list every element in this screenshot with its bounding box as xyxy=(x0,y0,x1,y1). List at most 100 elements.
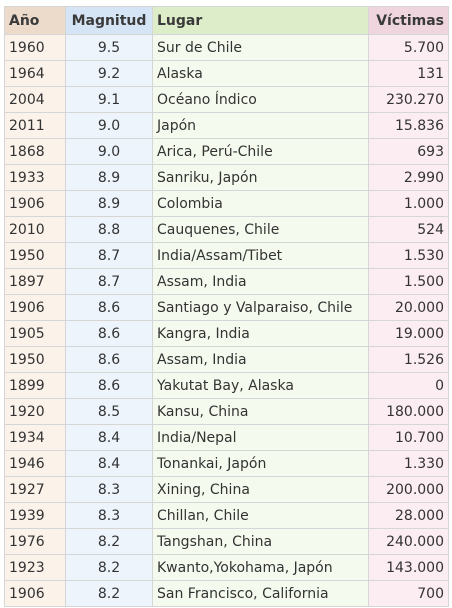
cell-year: 2010 xyxy=(4,216,66,243)
cell-magnitude: 8.4 xyxy=(65,424,153,451)
cell-place: Colombia xyxy=(152,190,369,217)
cell-place: Tangshan, China xyxy=(152,528,369,555)
cell-victims: 19.000 xyxy=(368,320,449,347)
cell-victims: 143.000 xyxy=(368,554,449,581)
cell-place: Santiago y Valparaiso, Chile xyxy=(152,294,369,321)
cell-year: 1939 xyxy=(4,502,66,529)
column-header-magnitude[interactable]: Magnitud xyxy=(65,6,153,35)
table-row: 2011 9.0 Japón 15.836 xyxy=(4,112,449,139)
cell-place: Japón xyxy=(152,112,369,139)
table-row: 1927 8.3 Xining, China 200.000 xyxy=(4,476,449,503)
cell-magnitude: 9.5 xyxy=(65,34,153,61)
cell-year: 1964 xyxy=(4,60,66,87)
table-row: 1923 8.2 Kwanto,Yokohama, Japón 143.000 xyxy=(4,554,449,581)
cell-magnitude: 8.2 xyxy=(65,580,153,607)
cell-victims: 1.330 xyxy=(368,450,449,477)
earthquake-table-container: Año Magnitud Lugar Víctimas 1960 9.5 Sur d… xyxy=(4,6,449,607)
cell-place: Chillan, Chile xyxy=(152,502,369,529)
table-row: 2004 9.1 Océano Índico 230.270 xyxy=(4,86,449,113)
cell-year: 1960 xyxy=(4,34,66,61)
table-row: 1868 9.0 Arica, Perú-Chile 693 xyxy=(4,138,449,165)
cell-year: 1897 xyxy=(4,268,66,295)
cell-place: Kangra, India xyxy=(152,320,369,347)
cell-year: 1976 xyxy=(4,528,66,555)
cell-place: Arica, Perú-Chile xyxy=(152,138,369,165)
cell-victims: 5.700 xyxy=(368,34,449,61)
cell-year: 1923 xyxy=(4,554,66,581)
cell-year: 1905 xyxy=(4,320,66,347)
cell-magnitude: 8.8 xyxy=(65,216,153,243)
cell-year: 1906 xyxy=(4,580,66,607)
column-header-year[interactable]: Año xyxy=(4,6,66,35)
table-row: 1906 8.2 San Francisco, California 700 xyxy=(4,580,449,607)
cell-magnitude: 8.2 xyxy=(65,528,153,555)
cell-place: India/Assam/Tibet xyxy=(152,242,369,269)
table-row: 1950 8.6 Assam, India 1.526 xyxy=(4,346,449,373)
table-row: 1906 8.6 Santiago y Valparaiso, Chile 20.00… xyxy=(4,294,449,321)
cell-place: Alaska xyxy=(152,60,369,87)
header-row: Año Magnitud Lugar Víctimas xyxy=(4,6,449,35)
table-row: 1939 8.3 Chillan, Chile 28.000 xyxy=(4,502,449,529)
cell-magnitude: 8.4 xyxy=(65,450,153,477)
cell-place: Xining, China xyxy=(152,476,369,503)
cell-year: 1934 xyxy=(4,424,66,451)
cell-victims: 230.270 xyxy=(368,86,449,113)
cell-place: Assam, India xyxy=(152,268,369,295)
table-row: 1934 8.4 India/Nepal 10.700 xyxy=(4,424,449,451)
cell-place: India/Nepal xyxy=(152,424,369,451)
table-row: 2010 8.8 Cauquenes, Chile 524 xyxy=(4,216,449,243)
table-row: 1960 9.5 Sur de Chile 5.700 xyxy=(4,34,449,61)
cell-place: Assam, India xyxy=(152,346,369,373)
cell-place: Océano Índico xyxy=(152,86,369,113)
cell-victims: 1.530 xyxy=(368,242,449,269)
cell-magnitude: 8.6 xyxy=(65,320,153,347)
cell-victims: 20.000 xyxy=(368,294,449,321)
cell-victims: 700 xyxy=(368,580,449,607)
cell-magnitude: 8.6 xyxy=(65,372,153,399)
table-row: 1946 8.4 Tonankai, Japón 1.330 xyxy=(4,450,449,477)
cell-victims: 15.836 xyxy=(368,112,449,139)
cell-magnitude: 9.0 xyxy=(65,112,153,139)
cell-place: San Francisco, California xyxy=(152,580,369,607)
cell-magnitude: 8.9 xyxy=(65,164,153,191)
table-row: 1933 8.9 Sanriku, Japón 2.990 xyxy=(4,164,449,191)
cell-magnitude: 8.3 xyxy=(65,476,153,503)
cell-victims: 28.000 xyxy=(368,502,449,529)
cell-magnitude: 8.6 xyxy=(65,294,153,321)
cell-place: Yakutat Bay, Alaska xyxy=(152,372,369,399)
cell-victims: 524 xyxy=(368,216,449,243)
earthquake-table: Año Magnitud Lugar Víctimas 1960 9.5 Sur d… xyxy=(4,6,449,607)
cell-magnitude: 9.1 xyxy=(65,86,153,113)
cell-magnitude: 8.3 xyxy=(65,502,153,529)
table-body: 1960 9.5 Sur de Chile 5.700 1964 9.2 Alaska 131… xyxy=(4,34,449,607)
cell-year: 1946 xyxy=(4,450,66,477)
cell-year: 1906 xyxy=(4,190,66,217)
cell-magnitude: 8.2 xyxy=(65,554,153,581)
table-row: 1905 8.6 Kangra, India 19.000 xyxy=(4,320,449,347)
cell-place: Sur de Chile xyxy=(152,34,369,61)
table-row: 1964 9.2 Alaska 131 xyxy=(4,60,449,87)
cell-victims: 2.990 xyxy=(368,164,449,191)
cell-magnitude: 8.6 xyxy=(65,346,153,373)
column-header-place[interactable]: Lugar xyxy=(152,6,369,35)
cell-victims: 1.526 xyxy=(368,346,449,373)
cell-year: 1950 xyxy=(4,346,66,373)
table-row: 1899 8.6 Yakutat Bay, Alaska 0 xyxy=(4,372,449,399)
cell-victims: 693 xyxy=(368,138,449,165)
table-row: 1976 8.2 Tangshan, China 240.000 xyxy=(4,528,449,555)
cell-year: 1927 xyxy=(4,476,66,503)
cell-victims: 0 xyxy=(368,372,449,399)
cell-year: 1933 xyxy=(4,164,66,191)
cell-magnitude: 8.7 xyxy=(65,242,153,269)
cell-magnitude: 9.2 xyxy=(65,60,153,87)
cell-year: 1899 xyxy=(4,372,66,399)
cell-magnitude: 8.7 xyxy=(65,268,153,295)
cell-magnitude: 8.9 xyxy=(65,190,153,217)
column-header-victims[interactable]: Víctimas xyxy=(368,6,449,35)
cell-magnitude: 8.5 xyxy=(65,398,153,425)
cell-magnitude: 9.0 xyxy=(65,138,153,165)
cell-place: Kwanto,Yokohama, Japón xyxy=(152,554,369,581)
cell-year: 1950 xyxy=(4,242,66,269)
cell-year: 2011 xyxy=(4,112,66,139)
cell-victims: 240.000 xyxy=(368,528,449,555)
